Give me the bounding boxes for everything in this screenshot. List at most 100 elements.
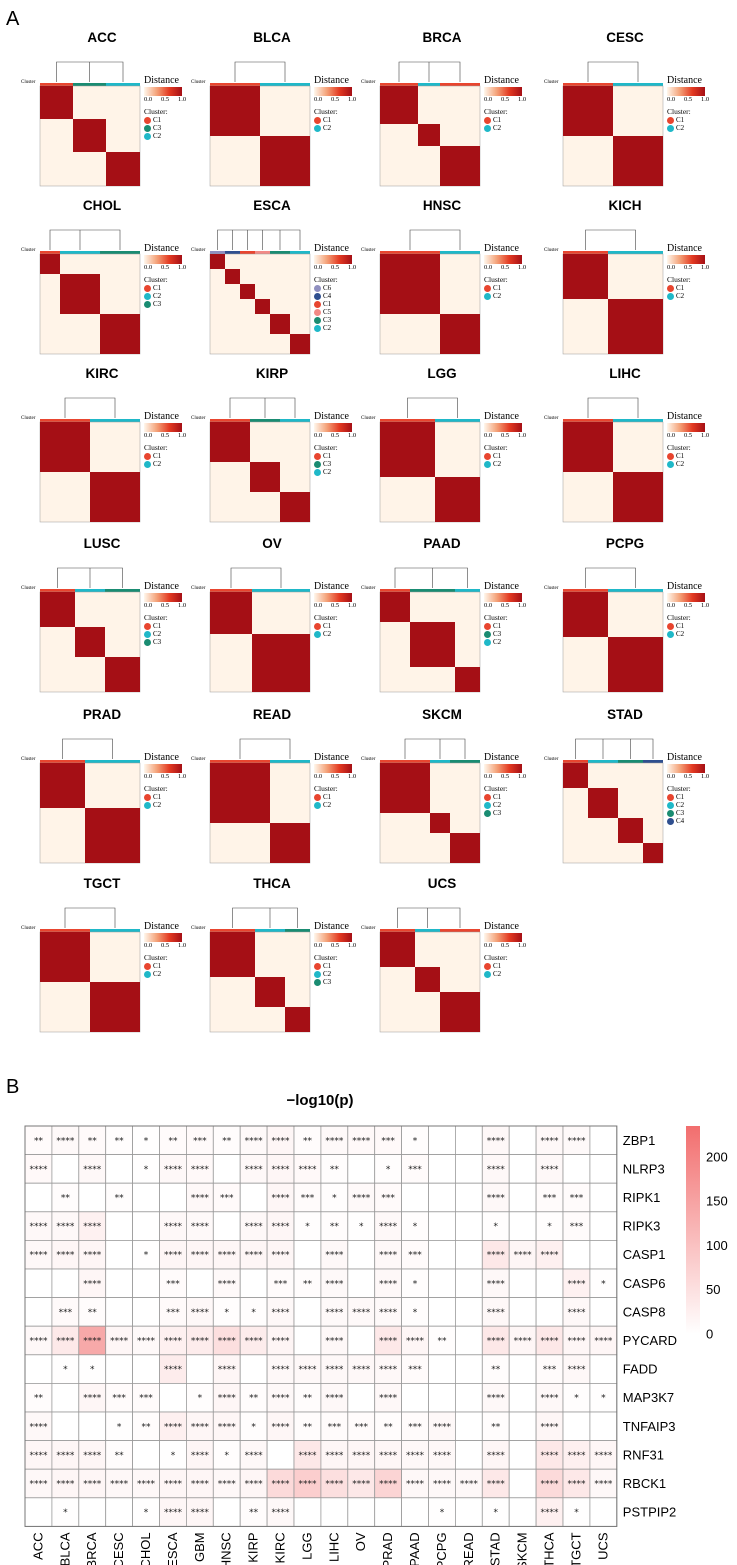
cluster-bar-segment (40, 589, 75, 592)
cluster-bar-segment (563, 251, 608, 254)
significance-label: *** (570, 1222, 584, 1232)
heatmap-cell (159, 1325, 187, 1356)
dendrogram (230, 567, 282, 588)
significance-label: * (386, 1165, 391, 1175)
column-label: BRCA (84, 1532, 99, 1565)
significance-label: **** (245, 1251, 264, 1261)
cluster-name: C1 (493, 116, 502, 124)
cluster-legend-item: C2 (314, 468, 386, 476)
significance-label: *** (543, 1365, 557, 1375)
consensus-block (380, 422, 435, 477)
heatmap-cell (239, 1411, 268, 1442)
heatmap-cell (24, 1182, 53, 1213)
heatmap-cell (374, 1468, 403, 1499)
significance-label: ** (34, 1136, 44, 1146)
colorbar-tick: 0.5 (501, 602, 510, 609)
heatmap-cell (24, 1411, 53, 1442)
dendrogram-branch (239, 738, 291, 759)
dendrogram (575, 738, 654, 759)
cluster-name: C1 (676, 284, 685, 292)
cluster-name: C1 (493, 452, 502, 460)
significance-label: * (251, 1422, 256, 1432)
cluster-legend-item: C3 (144, 300, 216, 308)
distance-legend: Distance 0.0 0.5 1.0 Cluster: C1 C3 C2 (144, 75, 216, 140)
heatmap-cell (401, 1440, 429, 1470)
colorbar-ticks: 0.0 0.5 1.0 (314, 602, 358, 611)
consensus-matrix-kirc: KIRC Cluster Distance 0.0 0.5 1.0 Cluster: C1 C2 (21, 366, 217, 536)
cluster-dot (314, 978, 321, 986)
significance-label: **** (110, 1337, 129, 1347)
heatmap-cell (51, 1497, 80, 1527)
heatmap-cell (428, 1268, 456, 1299)
dendrogram-branch (64, 397, 116, 418)
dendrogram-branch (62, 738, 113, 759)
cluster-legend-item: C2 (144, 292, 216, 300)
cluster-axis-label: Cluster (191, 757, 206, 762)
heatmap-cell (589, 1297, 618, 1327)
heatmap-cell (508, 1468, 537, 1499)
cluster-legend-item: C2 (667, 292, 737, 300)
legend-title: Distance (144, 411, 179, 422)
matrix-svg (562, 738, 664, 864)
heatmap-cell (51, 1239, 80, 1270)
heatmap-cell (132, 1440, 160, 1470)
cluster-legend-item: C2 (314, 801, 386, 809)
cluster-bar-segment (210, 251, 225, 254)
cluster-legend-item: C1 (484, 962, 556, 970)
distance-legend: Distance 0.0 0.5 1.0 Cluster: C1 C2 (667, 581, 737, 638)
cluster-name: C1 (153, 116, 162, 124)
significance-label: * (171, 1451, 176, 1461)
colorbar-tick: 0.0 (484, 432, 493, 439)
significance-label: **** (541, 1422, 560, 1432)
cluster-dot (484, 460, 491, 468)
distance-legend: Distance 0.0 0.5 1.0 Cluster: C1 C2 (667, 411, 737, 468)
cluster-bar-segment (618, 760, 643, 763)
heatmap-cell (589, 1411, 618, 1442)
column-label: OV (353, 1532, 368, 1551)
heatmap-cell (51, 1211, 80, 1241)
cluster-axis-label: Cluster (191, 416, 206, 421)
heatmap-cell (589, 1268, 618, 1299)
consensus-block (415, 967, 440, 992)
cluster-axis-label: Cluster (21, 586, 36, 591)
heatmap-cell (132, 1325, 160, 1356)
significance-label: **** (325, 1136, 344, 1146)
heatmap-cell (428, 1382, 456, 1413)
cluster-dot (484, 630, 491, 638)
matrix-svg (379, 567, 481, 693)
heatmap-cell (454, 1325, 483, 1356)
significance-label: **** (191, 1337, 210, 1347)
cluster-legend-item: C1 (484, 452, 556, 460)
consensus-block (40, 763, 85, 808)
significance-label: * (63, 1508, 68, 1518)
column-label: LIHC (326, 1532, 341, 1562)
dendrogram (404, 738, 466, 759)
significance-label: **** (433, 1451, 452, 1461)
cluster-axis-label: Cluster (21, 416, 36, 421)
heatmap-cell (24, 1354, 53, 1384)
distance-colorbar (144, 593, 182, 602)
cluster-name: C1 (493, 962, 502, 970)
significance-label: ** (437, 1337, 447, 1347)
cluster-name: C3 (676, 809, 685, 817)
legend-title: Distance (484, 411, 519, 422)
heatmap-cell (535, 1411, 564, 1442)
colorbar-ticks: 0.0 0.5 1.0 (667, 602, 711, 611)
column-label: KIRC (273, 1532, 288, 1563)
column-label: KIRP (246, 1532, 261, 1562)
significance-label: ** (88, 1136, 98, 1146)
colorbar-tick: 0.0 (667, 96, 676, 103)
distance-colorbar (314, 933, 352, 942)
cluster-bar-segment (105, 589, 140, 592)
significance-label: * (359, 1222, 364, 1232)
heatmap-cell (159, 1182, 187, 1213)
distance-legend: Distance 0.0 0.5 1.0 Cluster: C1 C2 C3 C4 (667, 752, 737, 825)
column-label: PRAD (380, 1532, 395, 1565)
distance-colorbar (667, 87, 705, 96)
heatmap-cell (401, 1354, 429, 1384)
heatmap-title: −log10(p) (286, 1092, 354, 1109)
heatmap-cell (481, 1354, 510, 1384)
consensus-block (90, 472, 140, 522)
significance-label: * (144, 1508, 149, 1518)
cluster-name: C4 (676, 817, 685, 825)
